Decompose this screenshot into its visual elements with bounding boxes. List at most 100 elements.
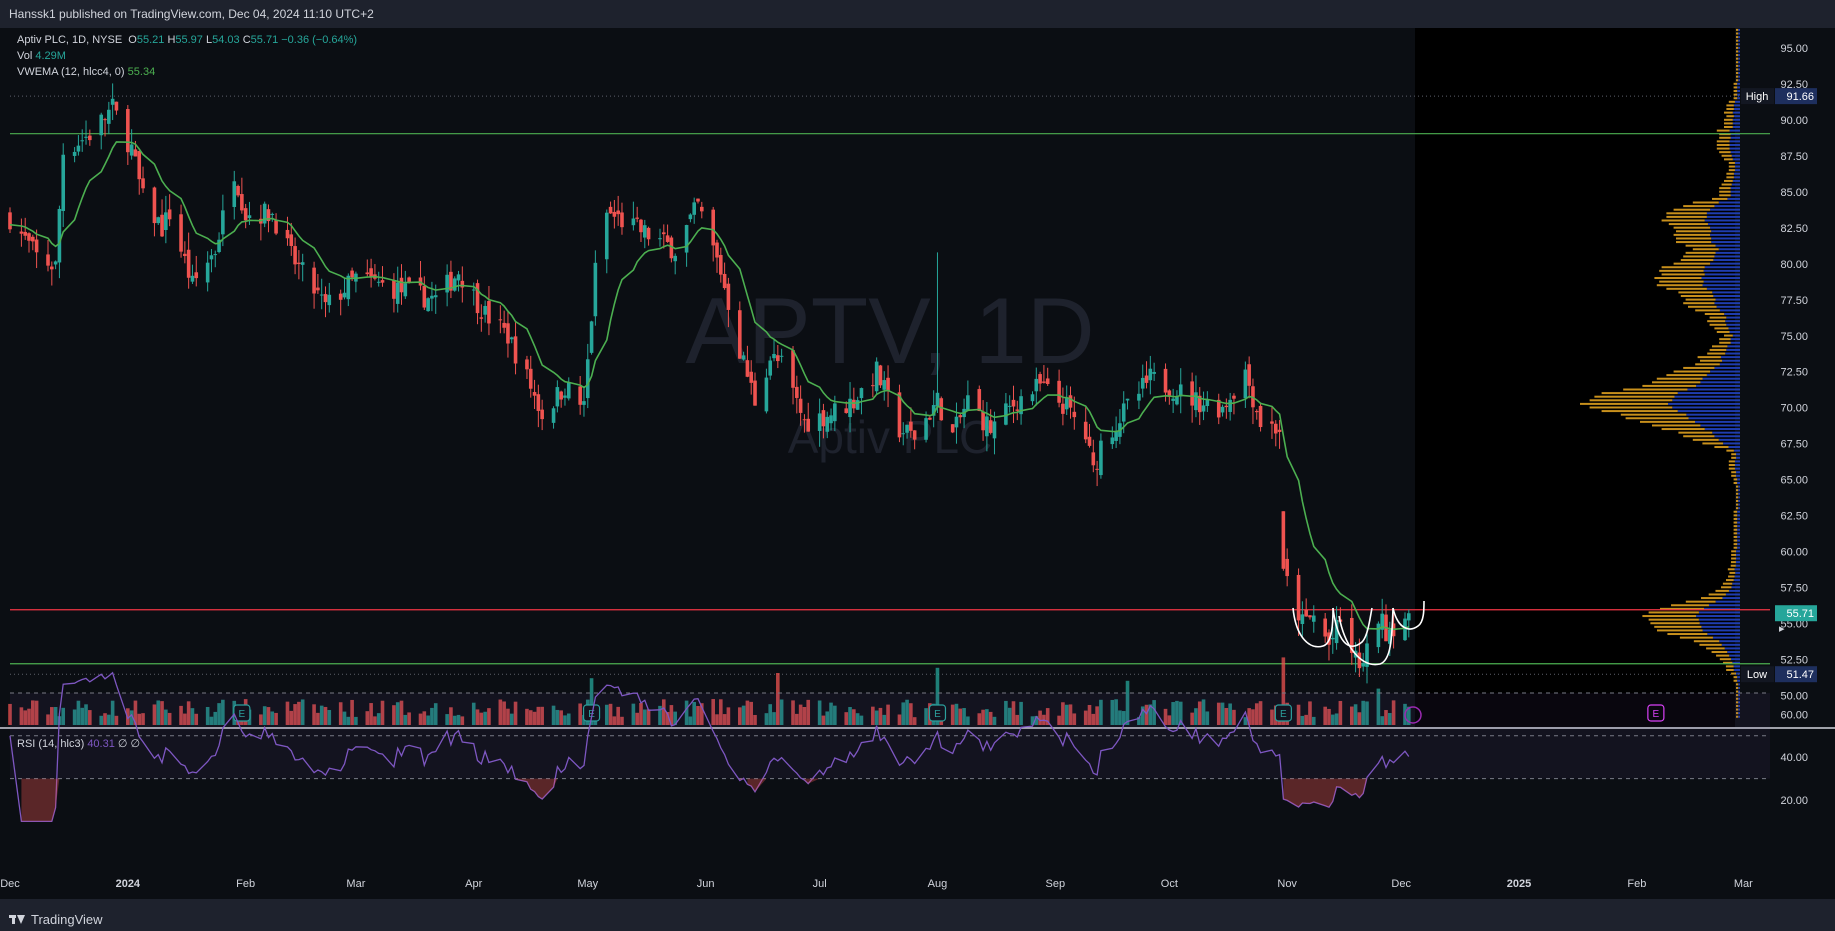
candle-body [293, 246, 297, 265]
volume-bar [509, 713, 514, 725]
vp-up-row [1738, 694, 1740, 697]
candle-body [954, 416, 959, 428]
volume-bar [129, 710, 134, 725]
vp-up-row [1718, 248, 1740, 251]
vp-down-row [1640, 420, 1695, 423]
vp-up-row [1728, 327, 1740, 330]
candle-body [236, 185, 240, 196]
vp-up-row [1729, 129, 1740, 132]
volume-bar [34, 700, 39, 725]
price-tick-label: 90.00 [1780, 115, 1808, 127]
rsi-pane[interactable]: 60.00 40.00 20.00 [9, 671, 1808, 823]
volume-bar [768, 704, 773, 725]
footer-bar: TradingView [0, 899, 1835, 931]
volume-bar [639, 702, 643, 725]
vp-up-row [1677, 392, 1740, 395]
vp-up-row [1731, 586, 1740, 589]
volume-bar [673, 711, 677, 725]
rsi-label[interactable]: RSI (14, hlc3) [17, 738, 85, 750]
candle-body [110, 98, 115, 105]
candle-body [555, 387, 560, 407]
volume-bar [141, 713, 145, 725]
vp-down-row [1661, 428, 1705, 431]
candle-body [205, 262, 210, 283]
footer-brand[interactable]: TradingView [31, 911, 103, 927]
vp-up-row [1719, 309, 1740, 312]
volume-bar [661, 699, 666, 725]
candle-body [1038, 374, 1042, 384]
price-axis[interactable]: 95.00 92.50 90.00 87.50 85.00 82.50 80.00 77.50… [1780, 43, 1808, 702]
symbol-label[interactable]: Aptiv PLC, 1D, NYSE [17, 34, 123, 46]
horizontal-lines[interactable] [10, 95, 1770, 675]
vp-up-row [1737, 481, 1740, 484]
candle-body [1148, 368, 1153, 381]
price-tick-label: 77.50 [1780, 295, 1808, 307]
vp-up-row [1738, 36, 1740, 39]
candle-body [1330, 637, 1335, 640]
candle-body [859, 388, 864, 399]
candle-body [1140, 377, 1145, 389]
vp-up-row [1701, 277, 1740, 280]
vp-up-row [1738, 715, 1740, 718]
cup-handle-drawing[interactable] [1292, 600, 1425, 666]
vp-up-row [1729, 654, 1740, 657]
volume-bar [179, 705, 183, 725]
candle-body [821, 410, 826, 427]
vp-up-row [1711, 230, 1740, 233]
vp-up-row [1732, 158, 1740, 161]
candle-body [1387, 629, 1392, 644]
vp-down-row [1733, 93, 1738, 96]
vp-down-row [1735, 683, 1739, 686]
vp-down-row [1736, 39, 1739, 42]
volume-bar [905, 699, 909, 725]
vp-up-row [1728, 589, 1740, 592]
vp-down-row [1736, 28, 1739, 31]
vp-up-row [1730, 151, 1740, 154]
vp-down-row [1625, 417, 1689, 420]
publish-header: Hanssk1 published on TradingView.com, De… [0, 0, 1835, 28]
volume-value: 4.29M [35, 50, 66, 62]
vp-up-row [1704, 266, 1740, 269]
vp-up-row [1703, 269, 1740, 272]
vp-down-row [1680, 259, 1714, 262]
vp-down-row [1736, 61, 1739, 64]
volume-bar [722, 714, 727, 725]
vp-down-row [1706, 647, 1725, 650]
volume-bar [977, 713, 982, 725]
candle-body [878, 365, 883, 386]
volume-bar [217, 703, 221, 725]
volume-bar [791, 700, 795, 725]
scroll-arrow-icon[interactable]: ▸ [1779, 623, 1785, 635]
vp-down-row [1735, 686, 1739, 689]
candle-body [532, 392, 537, 396]
vp-down-row [1729, 571, 1736, 574]
volume-bar [1072, 713, 1077, 725]
volume-bar [449, 707, 453, 725]
price-tick-label: 50.00 [1780, 690, 1808, 702]
candlesticks[interactable] [8, 83, 1411, 684]
candle-body [76, 145, 81, 152]
vp-down-row [1719, 151, 1731, 154]
volume-bar [266, 707, 271, 725]
vp-down-row [1580, 402, 1668, 405]
candle-body [753, 380, 757, 406]
vwema-label[interactable]: VWEMA (12, hlcc4, 0) [17, 66, 125, 78]
candle-body [312, 267, 316, 294]
vp-up-row [1734, 161, 1740, 164]
vp-up-row [1706, 212, 1740, 215]
volume-bar [487, 708, 491, 725]
candle-body [931, 405, 936, 416]
volume-bar [152, 704, 157, 725]
vp-down-row [1678, 431, 1713, 434]
vp-up-row [1738, 68, 1740, 71]
vp-up-row [1734, 575, 1740, 578]
volume-bar [183, 713, 187, 725]
vwema-line[interactable] [9, 141, 1410, 631]
volume-label[interactable]: Vol [17, 50, 33, 62]
volume-bar [1330, 714, 1335, 725]
time-axis[interactable]: Dec 2024 Feb Mar Apr May Jun Jul Aug Sep Oct Nov Dec… [0, 878, 1753, 890]
vp-down-row [1722, 582, 1733, 585]
vp-down-row [1736, 715, 1739, 718]
